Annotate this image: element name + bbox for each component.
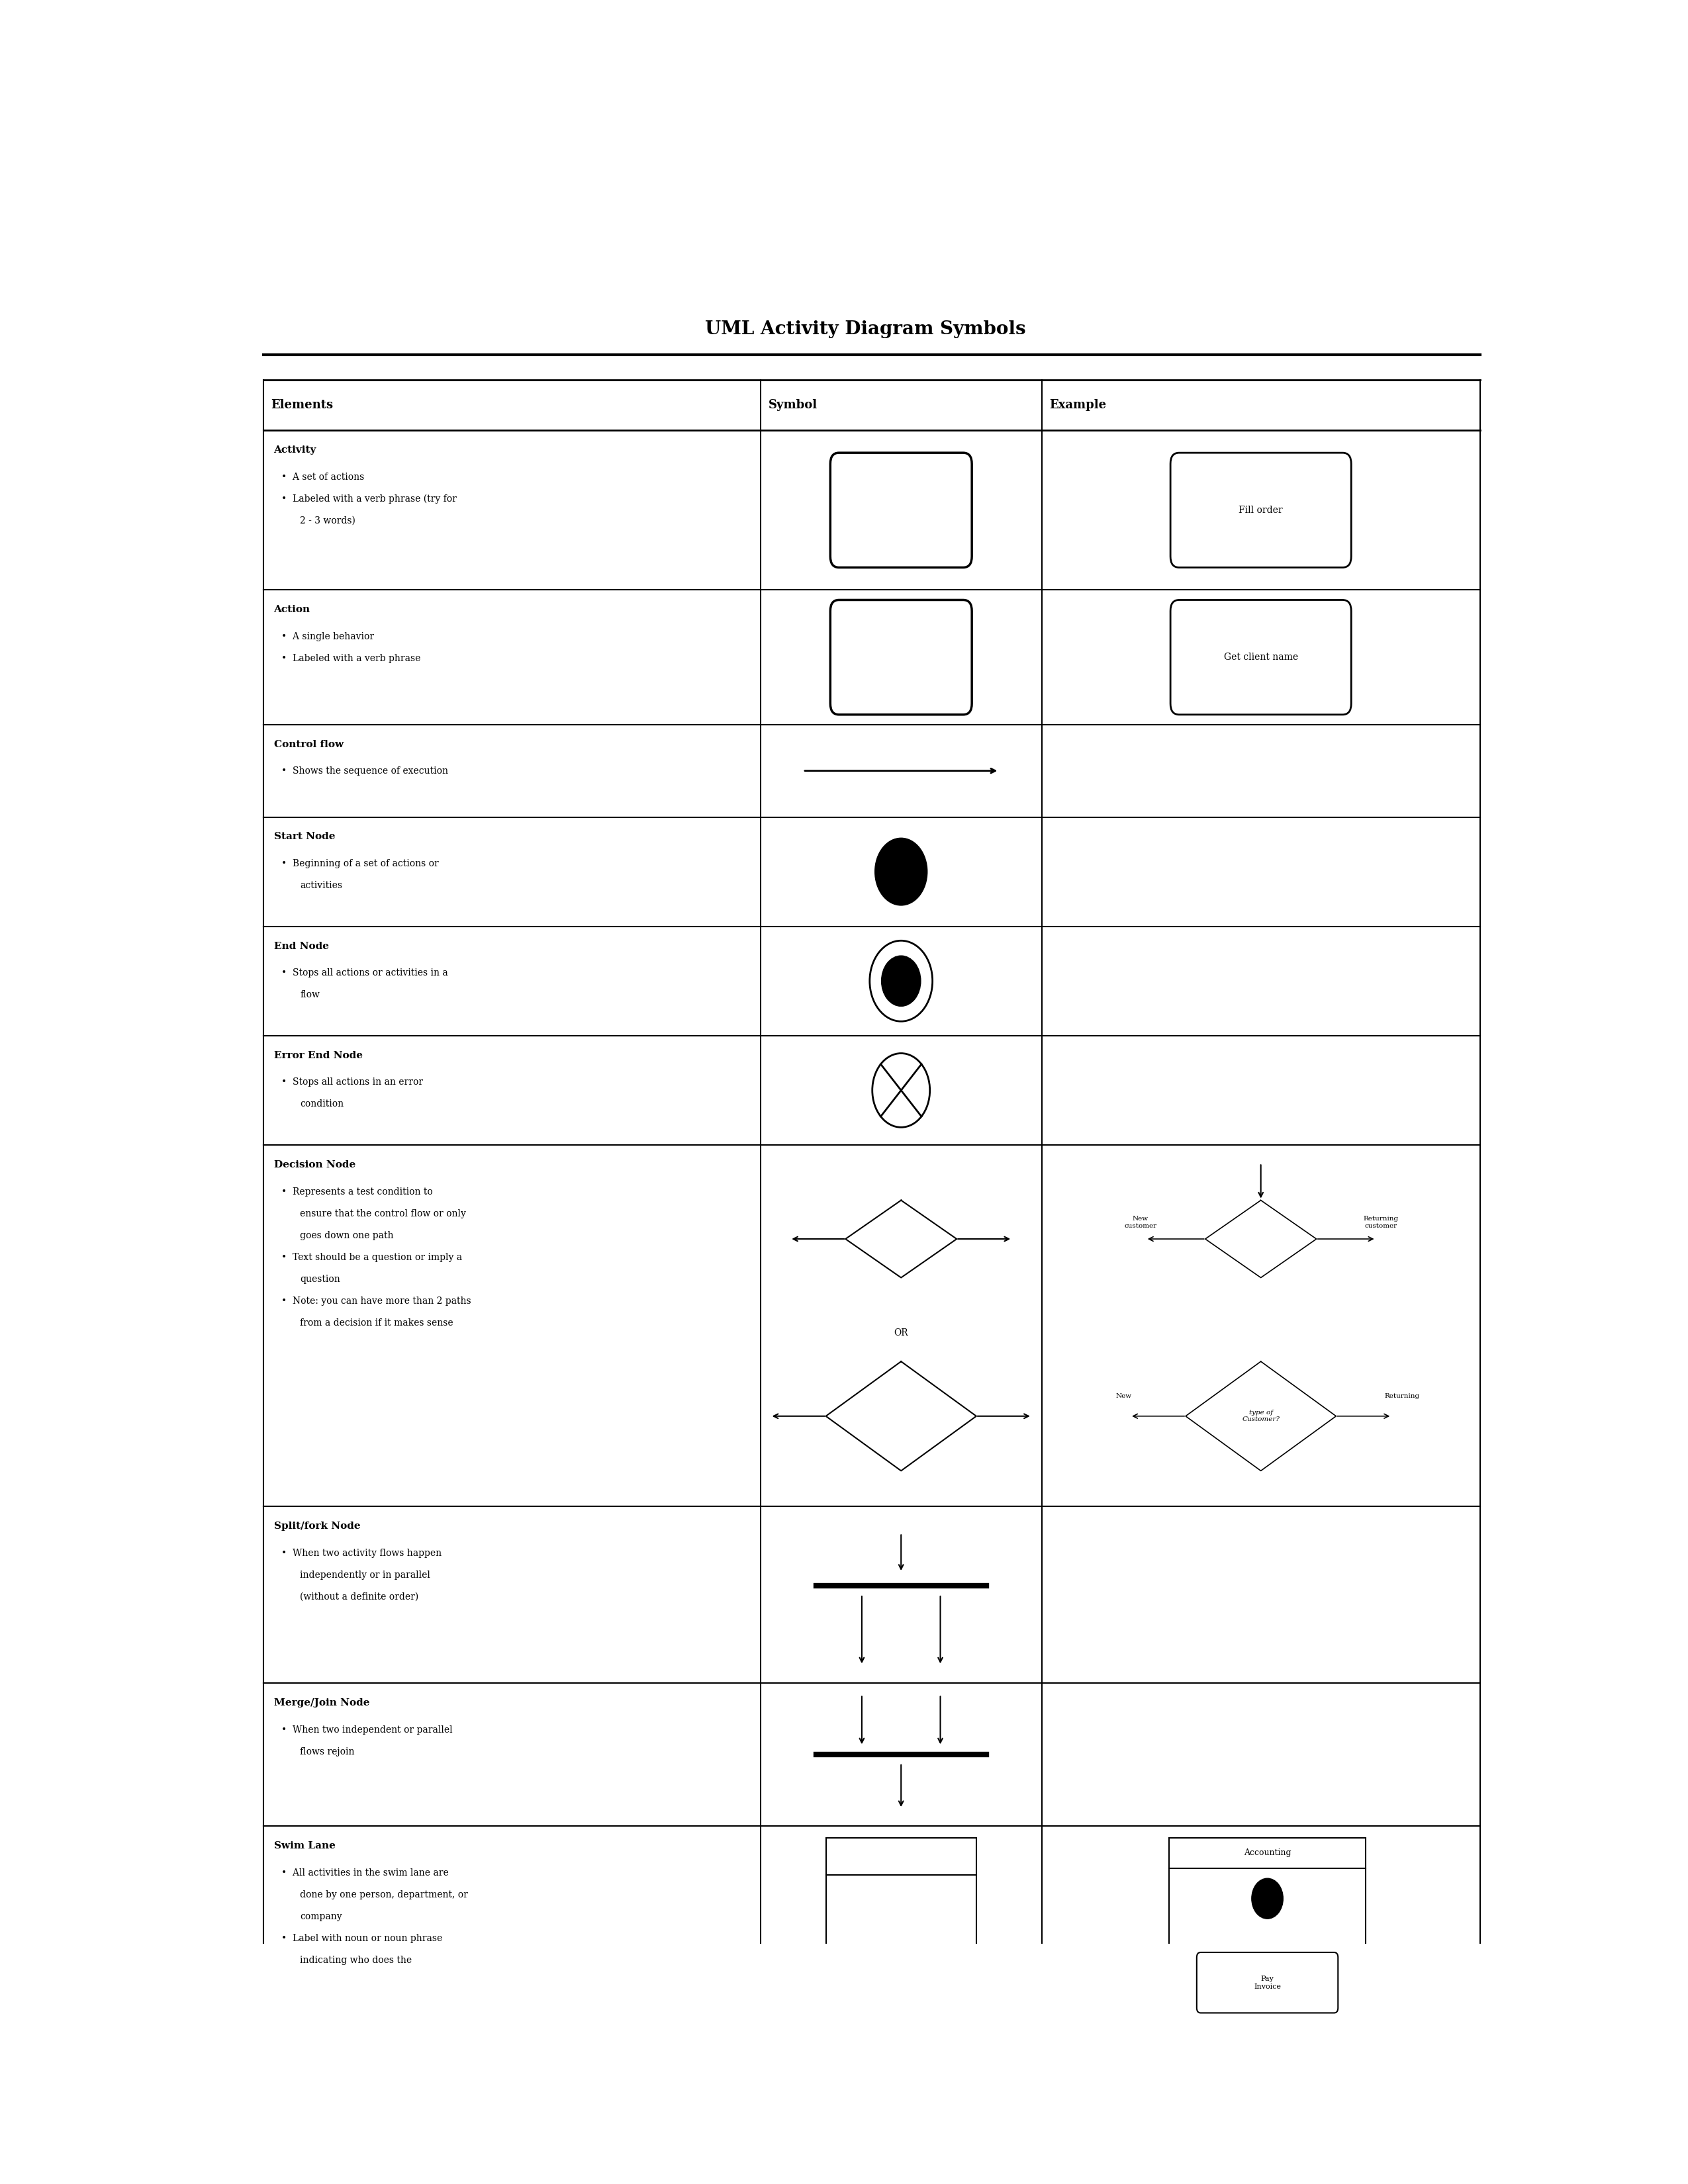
Text: from a decision if it makes sense: from a decision if it makes sense <box>300 1319 454 1328</box>
Text: company: company <box>300 1911 343 1922</box>
Text: •  Stops all actions or activities in a: • Stops all actions or activities in a <box>282 968 449 978</box>
Bar <box>825 1837 976 2007</box>
FancyBboxPatch shape <box>1197 1952 1339 2014</box>
Text: •  When two independent or parallel: • When two independent or parallel <box>282 1725 452 1734</box>
Text: (without a definite order): (without a definite order) <box>300 1592 419 1601</box>
Text: done by one person, department, or: done by one person, department, or <box>300 1889 468 1900</box>
Text: Control flow: Control flow <box>273 740 343 749</box>
Text: indicating who does the: indicating who does the <box>300 1955 412 1966</box>
Text: activities: activities <box>300 880 343 891</box>
Text: •  Text should be a question or imply a: • Text should be a question or imply a <box>282 1254 463 1262</box>
Text: Returning: Returning <box>1384 1393 1420 1400</box>
FancyBboxPatch shape <box>1170 452 1350 568</box>
Text: UML Activity Diagram Symbols: UML Activity Diagram Symbols <box>704 321 1026 339</box>
Text: Activity: Activity <box>273 446 316 454</box>
Text: Example: Example <box>1050 400 1107 411</box>
FancyBboxPatch shape <box>830 601 972 714</box>
Text: Returning
customer: Returning customer <box>1364 1216 1399 1230</box>
Bar <box>1170 1837 1366 2007</box>
Text: ensure that the control flow or only: ensure that the control flow or only <box>300 1210 466 1219</box>
Text: Get client name: Get client name <box>1224 653 1298 662</box>
Text: •  Stops all actions in an error: • Stops all actions in an error <box>282 1077 424 1088</box>
Text: •  A single behavior: • A single behavior <box>282 631 375 642</box>
Text: type of
Customer?: type of Customer? <box>1242 1409 1280 1422</box>
Text: •  Label with noun or noun phrase: • Label with noun or noun phrase <box>282 1933 442 1944</box>
Text: flow: flow <box>300 989 319 1000</box>
Text: independently or in parallel: independently or in parallel <box>300 1570 430 1579</box>
Text: Elements: Elements <box>272 400 334 411</box>
Text: New: New <box>1116 1393 1131 1400</box>
Text: Fill order: Fill order <box>1239 505 1283 515</box>
Circle shape <box>1252 1878 1283 1920</box>
Text: End Node: End Node <box>273 941 329 950</box>
Text: •  Labeled with a verb phrase (try for: • Labeled with a verb phrase (try for <box>282 494 457 505</box>
Text: New
customer: New customer <box>1124 1216 1156 1230</box>
Circle shape <box>874 839 927 906</box>
Text: •  Shows the sequence of execution: • Shows the sequence of execution <box>282 767 449 775</box>
Text: 2 - 3 words): 2 - 3 words) <box>300 515 356 526</box>
Text: Action: Action <box>273 605 311 614</box>
Text: •  Note: you can have more than 2 paths: • Note: you can have more than 2 paths <box>282 1297 471 1306</box>
Text: Start Node: Start Node <box>273 832 334 841</box>
Circle shape <box>881 957 920 1007</box>
Text: •  Beginning of a set of actions or: • Beginning of a set of actions or <box>282 858 439 869</box>
Text: Accounting: Accounting <box>1244 1848 1291 1856</box>
Text: Pay
Invoice: Pay Invoice <box>1254 1977 1281 1990</box>
Text: flows rejoin: flows rejoin <box>300 1747 354 1756</box>
FancyBboxPatch shape <box>830 452 972 568</box>
Text: •  Represents a test condition to: • Represents a test condition to <box>282 1188 434 1197</box>
Text: OR: OR <box>895 1328 908 1337</box>
FancyBboxPatch shape <box>1170 601 1350 714</box>
Text: Swim Lane: Swim Lane <box>273 1841 336 1850</box>
Text: Symbol: Symbol <box>768 400 817 411</box>
Text: question: question <box>300 1275 341 1284</box>
Text: •  Labeled with a verb phrase: • Labeled with a verb phrase <box>282 653 420 664</box>
Text: Merge/Join Node: Merge/Join Node <box>273 1699 370 1708</box>
Text: goes down one path: goes down one path <box>300 1232 393 1241</box>
Text: Split/fork Node: Split/fork Node <box>273 1522 360 1531</box>
Text: •  A set of actions: • A set of actions <box>282 472 365 480</box>
Text: condition: condition <box>300 1099 344 1109</box>
Text: Error End Node: Error End Node <box>273 1051 363 1059</box>
Text: Decision Node: Decision Node <box>273 1160 356 1168</box>
Text: •  When two activity flows happen: • When two activity flows happen <box>282 1548 442 1557</box>
Text: •  All activities in the swim lane are: • All activities in the swim lane are <box>282 1867 449 1878</box>
